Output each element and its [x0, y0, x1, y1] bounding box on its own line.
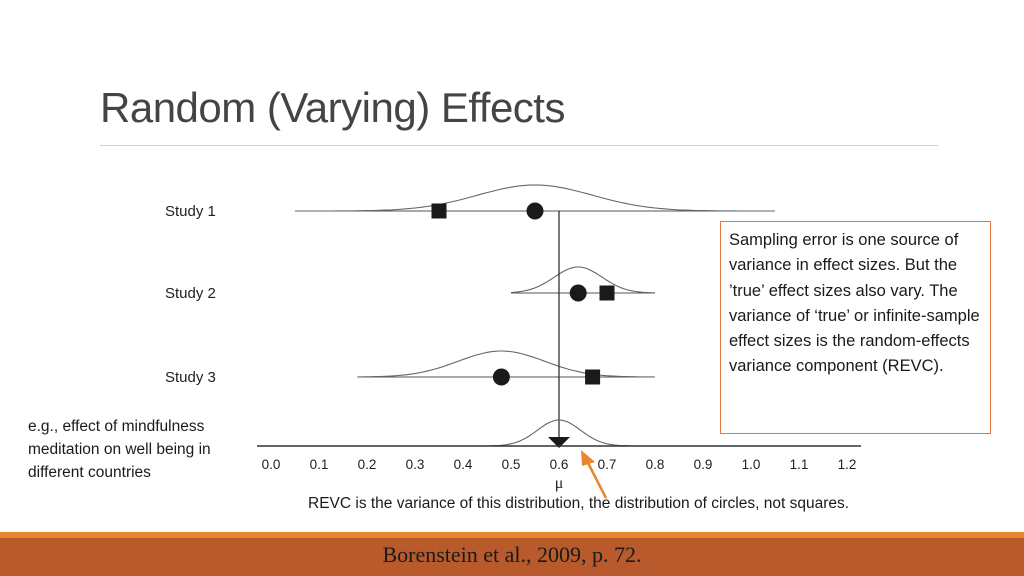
x-tick-label: 1.1 — [790, 457, 809, 472]
x-tick-label: 0.3 — [406, 457, 425, 472]
citation: Borenstein et al., 2009, p. 72. — [382, 542, 642, 567]
observed-effect-square — [431, 203, 447, 219]
x-tick-label: 1.2 — [838, 457, 857, 472]
forest-plot: Study 1 Study 2 Study 3 0.0 0.1 0.2 0.3 0.4 0.5 0… — [165, 184, 861, 499]
x-tick-label: 0.2 — [358, 457, 377, 472]
true-effect-circle — [492, 368, 510, 386]
example-note: e.g., effect of mindfulness meditation o… — [28, 418, 211, 481]
slide-title: Random (Varying) Effects — [100, 84, 565, 131]
true-effect-circle — [569, 284, 587, 302]
x-tick-label: 0.0 — [262, 457, 281, 472]
overall-mean-triangle — [548, 437, 570, 448]
observed-effect-square — [599, 285, 615, 301]
x-tick-label: 0.6 — [550, 457, 569, 472]
x-tick-label: 0.7 — [598, 457, 617, 472]
pointer-arrow-shaft — [585, 460, 608, 499]
x-tick-label: 0.1 — [310, 457, 329, 472]
x-axis-label: μ — [555, 475, 564, 492]
true-effect-circle — [526, 202, 544, 220]
revc-caption: REVC is the variance of this distributio… — [308, 495, 850, 512]
footer-accent-line — [0, 532, 1024, 538]
study-distribution-curve — [357, 350, 656, 378]
pointer-arrow-head — [581, 450, 595, 466]
study-label: Study 3 — [165, 369, 216, 386]
study-distribution-curve — [295, 184, 775, 212]
title-divider — [100, 145, 938, 146]
x-tick-label: 0.8 — [646, 457, 665, 472]
x-tick-label: 0.4 — [454, 457, 473, 472]
study-label: Study 2 — [165, 285, 216, 302]
observed-effect-square — [585, 369, 601, 385]
study-label: Study 1 — [165, 203, 216, 220]
explanation-box: Sampling error is one source of variance… — [720, 221, 991, 434]
footer-bar: Borenstein et al., 2009, p. 72. — [0, 538, 1024, 576]
x-tick-label: 1.0 — [742, 457, 761, 472]
x-tick-label: 0.9 — [694, 457, 713, 472]
study-distribution-curve — [510, 266, 655, 294]
x-tick-label: 0.5 — [502, 457, 521, 472]
